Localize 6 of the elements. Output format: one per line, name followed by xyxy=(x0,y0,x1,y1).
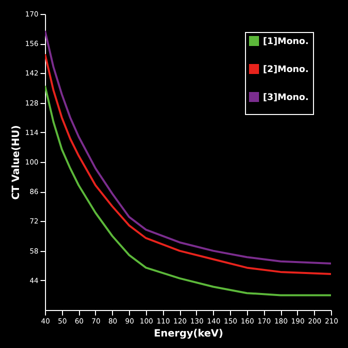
legend-label: [2]Mono. xyxy=(263,65,309,75)
legend-label: [3]Mono. xyxy=(263,93,309,103)
y-axis-title: CT Value(HU) xyxy=(11,125,22,200)
legend-label: [1]Mono. xyxy=(263,37,309,47)
line-series xyxy=(45,84,331,296)
x-axis-title: Energy(keV) xyxy=(154,328,224,340)
